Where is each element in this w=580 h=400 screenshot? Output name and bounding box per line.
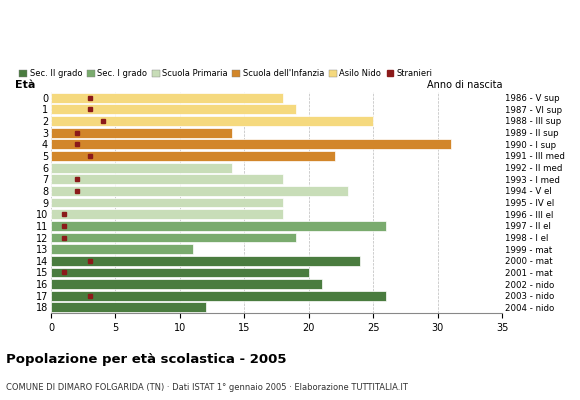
Bar — [51, 198, 283, 208]
Bar — [51, 128, 231, 138]
Text: Età: Età — [15, 80, 35, 90]
Bar — [51, 279, 322, 289]
Bar — [51, 232, 296, 242]
Bar — [51, 151, 335, 161]
Bar — [51, 93, 283, 102]
Text: Popolazione per età scolastica - 2005: Popolazione per età scolastica - 2005 — [6, 353, 287, 366]
Bar — [51, 163, 231, 172]
Bar — [51, 291, 386, 301]
Bar — [51, 104, 296, 114]
Bar — [51, 268, 309, 278]
Bar — [51, 139, 451, 149]
Bar — [51, 174, 283, 184]
Bar — [51, 256, 361, 266]
Text: COMUNE DI DIMARO FOLGARIDA (TN) · Dati ISTAT 1° gennaio 2005 · Elaborazione TUTT: COMUNE DI DIMARO FOLGARIDA (TN) · Dati I… — [6, 383, 408, 392]
Bar — [51, 209, 283, 219]
Legend: Sec. II grado, Sec. I grado, Scuola Primaria, Scuola dell'Infanzia, Asilo Nido, : Sec. II grado, Sec. I grado, Scuola Prim… — [19, 69, 432, 78]
Bar — [51, 116, 374, 126]
Bar — [51, 244, 193, 254]
Bar — [51, 186, 347, 196]
Bar — [51, 302, 206, 312]
Text: Anno di nascita: Anno di nascita — [427, 80, 502, 90]
Bar — [51, 221, 386, 231]
